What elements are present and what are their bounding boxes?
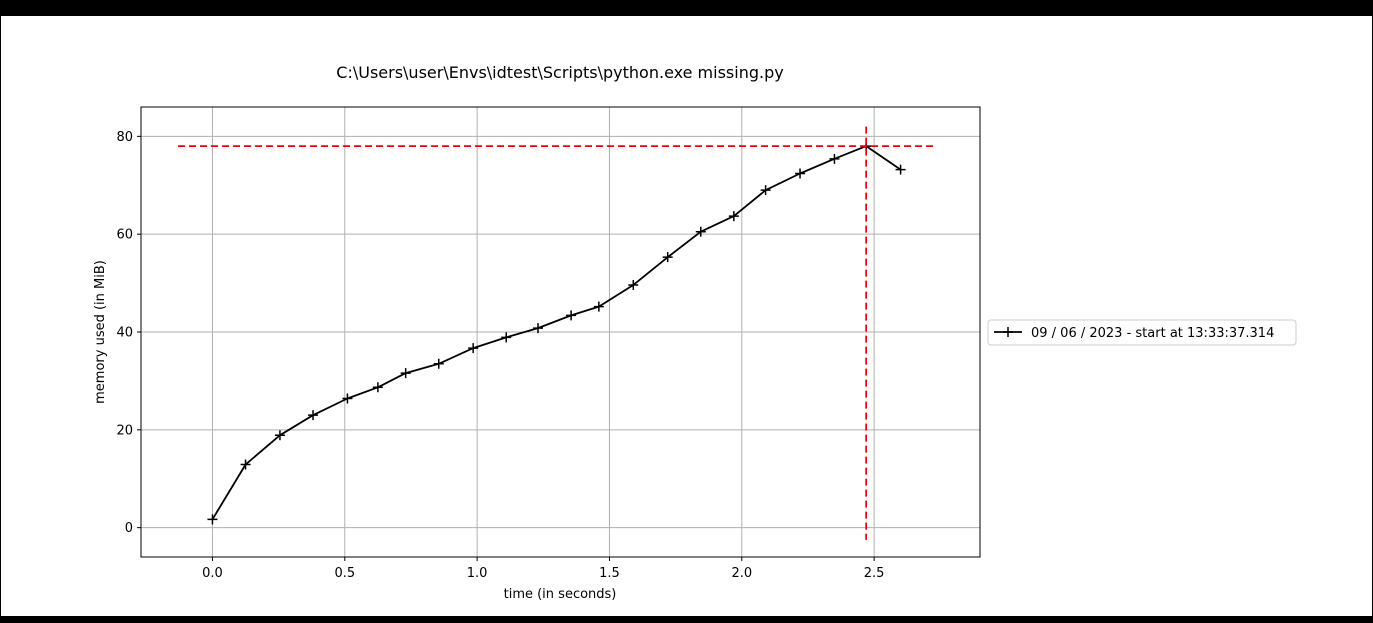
y-tick-label: 60 <box>116 228 133 243</box>
data-point-marker <box>240 459 251 470</box>
data-point-marker <box>433 358 444 369</box>
data-point-marker <box>533 323 544 334</box>
memory-series-line <box>211 145 902 520</box>
data-point-marker <box>501 332 512 343</box>
x-axis-label: time (in seconds) <box>504 587 617 602</box>
data-point-marker <box>468 343 479 354</box>
data-point-marker <box>760 185 771 196</box>
x-tick-label: 0.5 <box>334 566 355 581</box>
data-point-marker <box>400 368 411 379</box>
legend-label: 09 / 06 / 2023 - start at 13:33:37.314 <box>1031 326 1274 341</box>
data-point-marker <box>566 310 577 321</box>
data-point-marker <box>372 382 383 393</box>
data-point-marker <box>628 280 639 291</box>
y-tick-label: 0 <box>125 521 133 536</box>
grid <box>141 107 980 557</box>
data-point-marker <box>274 430 285 441</box>
x-tick-label: 2.5 <box>864 566 885 581</box>
data-point-marker <box>662 252 673 263</box>
y-tick-label: 40 <box>116 326 133 341</box>
x-axis-ticks: 0.0 0.5 1.0 1.5 2.0 2.5 <box>202 557 884 581</box>
data-point-marker <box>728 211 739 222</box>
y-tick-label: 80 <box>116 130 133 145</box>
data-point-marker <box>593 301 604 312</box>
chart-title: C:\Users\user\Envs\idtest\Scripts\python… <box>336 63 783 82</box>
legend: 09 / 06 / 2023 - start at 13:33:37.314 <box>987 319 1297 346</box>
x-tick-label: 0.0 <box>202 566 223 581</box>
y-tick-label: 20 <box>116 423 133 438</box>
series <box>207 141 906 525</box>
memory-usage-chart: 0.0 0.5 1.0 1.5 2.0 2.5 0 20 40 60 80 C:\Users\us… <box>93 63 1297 602</box>
data-point-marker <box>308 410 319 421</box>
data-point-marker <box>895 164 906 175</box>
figure-canvas: 0.0 0.5 1.0 1.5 2.0 2.5 0 20 40 60 80 C:\Users\us… <box>1 16 1372 616</box>
data-point-marker <box>695 226 706 237</box>
y-axis-label: memory used (in MiB) <box>93 260 108 404</box>
legend-box <box>987 319 1297 346</box>
peak-markers <box>178 126 936 540</box>
legend-marker-plus <box>1003 327 1013 337</box>
data-point-marker <box>829 153 840 164</box>
x-tick-label: 1.5 <box>599 566 620 581</box>
data-point-marker <box>342 393 353 404</box>
data-point-marker <box>207 514 218 525</box>
x-tick-label: 1.0 <box>467 566 488 581</box>
y-axis-ticks: 0 20 40 60 80 <box>116 130 141 536</box>
data-point-marker <box>795 168 806 179</box>
x-tick-label: 2.0 <box>731 566 752 581</box>
